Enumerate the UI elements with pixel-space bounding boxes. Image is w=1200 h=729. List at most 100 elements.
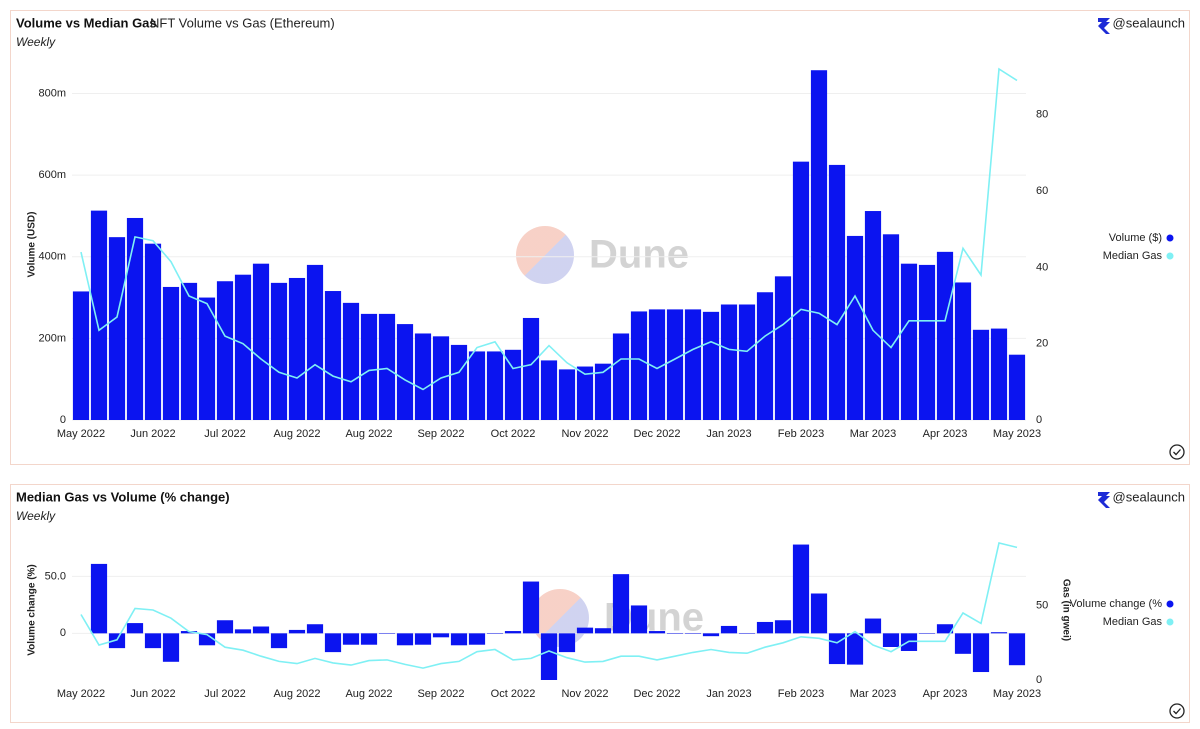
- bar: [738, 304, 756, 420]
- bar: [882, 234, 900, 420]
- bar: [954, 633, 972, 654]
- y-tick-label: 0: [60, 627, 66, 639]
- logo: [1098, 18, 1110, 34]
- bar: [270, 633, 288, 649]
- bar: [432, 633, 450, 638]
- bar: [594, 363, 612, 420]
- legend-marker: [1166, 234, 1174, 242]
- watermark-logo: [516, 226, 574, 284]
- x-tick-label: Jul 2022: [204, 428, 246, 440]
- bar: [864, 211, 882, 420]
- bar: [90, 563, 108, 634]
- bar: [774, 276, 792, 420]
- bar: [756, 621, 774, 634]
- bar: [324, 291, 342, 420]
- bar: [702, 633, 720, 637]
- y-tick-label: 200m: [38, 332, 66, 344]
- x-tick-label: May 2022: [57, 688, 105, 700]
- period: Weekly: [16, 509, 56, 523]
- y-axis-label: Volume (USD): [27, 212, 38, 278]
- y2-tick-label: 0: [1036, 674, 1042, 686]
- bar: [450, 344, 468, 420]
- x-tick-label: Aug 2022: [273, 428, 320, 440]
- chart-title: Median Gas vs Volume (% change): [16, 489, 230, 504]
- watermark-logo: [531, 589, 589, 647]
- y2-tick-label: 0: [1036, 414, 1042, 426]
- x-tick-label: Jun 2022: [130, 688, 175, 700]
- bar: [684, 309, 702, 420]
- bar: [306, 624, 324, 634]
- bar: [108, 237, 126, 420]
- bar: [666, 309, 684, 420]
- bar: [828, 633, 846, 665]
- bar: [522, 317, 540, 420]
- bar: [1008, 633, 1026, 666]
- bar: [594, 628, 612, 634]
- y-axis-label: Volume change (%): [27, 564, 38, 656]
- y-tick-label: 400m: [38, 251, 66, 263]
- bar: [936, 251, 954, 420]
- bar: [468, 351, 486, 420]
- bar: [648, 631, 666, 634]
- bar: [126, 217, 144, 420]
- x-tick-label: Dec 2022: [633, 688, 680, 700]
- bar: [936, 624, 954, 634]
- line: [80, 67, 1018, 391]
- panel: [10, 484, 1190, 723]
- bar: [90, 210, 108, 420]
- bar: [972, 633, 990, 673]
- y2-axis-label: Gas (in gwei): [1060, 579, 1071, 641]
- bar: [216, 281, 234, 420]
- bar: [270, 282, 288, 420]
- bar: [720, 304, 738, 420]
- legend-label: Volume ($): [1109, 232, 1162, 244]
- chart: Median Gas vs Volume (% change) Weekly @se…: [16, 489, 1185, 699]
- x-tick-label: Oct 2022: [491, 428, 536, 440]
- bar: [846, 235, 864, 420]
- attribution: @sealaunch: [1113, 489, 1185, 504]
- bar: [774, 620, 792, 634]
- bar: [792, 161, 810, 420]
- bar: [324, 633, 342, 653]
- bar: [396, 633, 414, 646]
- bar: [162, 286, 180, 420]
- bar: [756, 292, 774, 420]
- x-tick-label: Apr 2023: [923, 428, 968, 440]
- y2-tick-label: 40: [1036, 261, 1048, 273]
- legend-label: Volume change (%: [1070, 598, 1163, 610]
- bar: [918, 264, 936, 420]
- chart-title: Volume vs Median Gas: [16, 15, 157, 30]
- bar: [414, 633, 432, 645]
- bar: [378, 313, 396, 420]
- bar: [198, 633, 216, 646]
- y-tick-label: 0: [60, 414, 66, 426]
- bar: [486, 351, 504, 420]
- x-tick-label: Jul 2022: [204, 688, 246, 700]
- bar: [612, 574, 630, 634]
- bar: [504, 631, 522, 634]
- check-icon[interactable]: [1169, 703, 1185, 719]
- y2-tick-label: 80: [1036, 109, 1048, 121]
- x-tick-label: Mar 2023: [850, 428, 896, 440]
- bar: [126, 623, 144, 634]
- bar: [162, 633, 180, 662]
- bar: [288, 277, 306, 420]
- bar: [1008, 354, 1026, 420]
- check-icon[interactable]: [1169, 444, 1185, 460]
- y-tick-label: 50.0: [45, 570, 66, 582]
- period: Weekly: [16, 35, 56, 49]
- bar: [540, 360, 558, 420]
- bar: [414, 333, 432, 420]
- legend-label: Median Gas: [1103, 616, 1163, 628]
- bar: [882, 633, 900, 647]
- bar: [108, 633, 126, 649]
- bar: [252, 263, 270, 420]
- bar: [666, 633, 684, 634]
- bar: [234, 274, 252, 420]
- attribution: @sealaunch: [1113, 15, 1185, 30]
- bar: [900, 263, 918, 420]
- x-tick-label: Feb 2023: [778, 688, 824, 700]
- bar: [522, 581, 540, 634]
